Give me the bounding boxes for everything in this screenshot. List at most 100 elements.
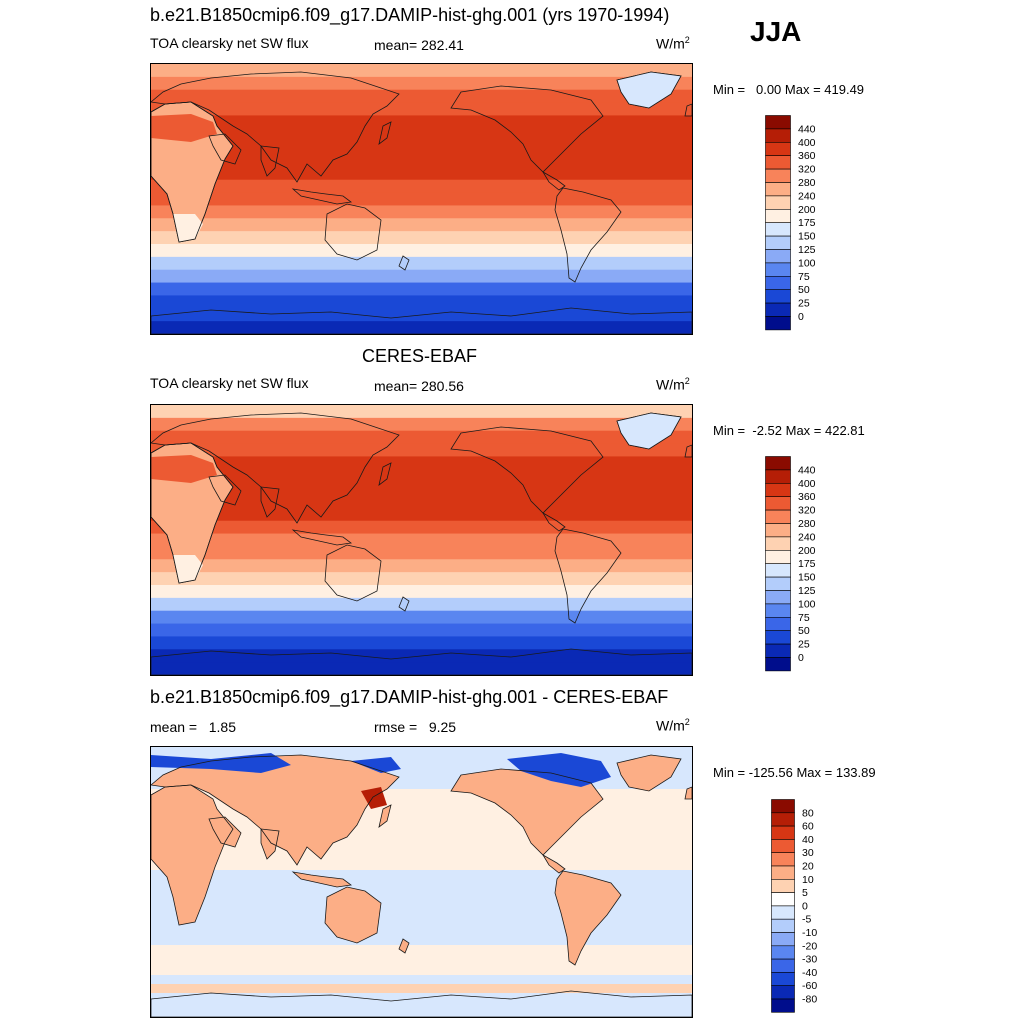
coastline xyxy=(151,101,234,243)
colorbar-swatch xyxy=(765,209,791,224)
colorbar-swatch xyxy=(765,617,791,632)
panel-1-variable-label: TOA clearsky net SW flux xyxy=(150,35,309,51)
colorbar-swatch xyxy=(765,249,791,264)
coastline xyxy=(324,203,382,261)
coastline xyxy=(151,442,234,584)
colorbar-tick-label: 400 xyxy=(798,478,816,490)
colorbar-tick-label: 125 xyxy=(798,244,816,256)
zonal-band xyxy=(151,282,692,297)
coastline xyxy=(378,462,392,486)
zonal-band xyxy=(151,623,692,638)
coastline xyxy=(260,145,280,177)
zonal-band xyxy=(151,482,692,496)
zonal-band xyxy=(151,520,692,535)
land-difference xyxy=(617,755,681,791)
colorbar-swatch xyxy=(765,316,791,331)
colorbar-swatch xyxy=(765,550,791,565)
coastline xyxy=(616,754,682,792)
panel-3-units: W/m2 xyxy=(656,717,690,734)
colorbar-tick-label: 0 xyxy=(798,311,804,323)
panel-1-colorbar: 440 400 360 320 280 240 200 175 150 125 100 75 50 25 0 xyxy=(765,115,835,336)
colorbar-swatch xyxy=(765,590,791,605)
coastline xyxy=(378,804,392,828)
panel-1-map xyxy=(150,63,693,335)
colorbar-swatch xyxy=(771,852,795,867)
colorbar-swatch xyxy=(771,825,795,840)
panel-3-rmse-label: rmse = 9.25 xyxy=(374,719,457,735)
zonal-band xyxy=(151,405,692,419)
colorbar-swatch xyxy=(765,469,791,484)
zonal-band xyxy=(151,141,692,155)
panel-3-map xyxy=(150,746,693,1018)
coastline xyxy=(450,426,604,514)
zonal-band xyxy=(151,154,692,168)
colorbar-swatch xyxy=(771,958,795,973)
coastline xyxy=(208,816,242,848)
colorbar-swatch xyxy=(771,905,795,920)
colorbar-swatch xyxy=(771,998,795,1013)
colorbar-swatch xyxy=(765,576,791,591)
coastline xyxy=(554,187,622,283)
colorbar-tick-label: 30 xyxy=(802,847,814,859)
colorbar-swatch xyxy=(765,482,791,497)
colorbar-tick-label: 200 xyxy=(798,545,816,557)
coastline xyxy=(554,528,622,624)
land-difference xyxy=(293,872,351,887)
coastline xyxy=(151,648,692,675)
colorbar-tick-label: 360 xyxy=(798,150,816,162)
colorbar-swatch xyxy=(771,892,795,907)
colorbar-tick-label: 100 xyxy=(798,598,816,610)
colorbar-tick-label: -10 xyxy=(802,927,817,939)
panel-2-mean-label: mean= 280.56 xyxy=(374,378,464,394)
colorbar-swatch xyxy=(765,141,791,156)
colorbar-swatch xyxy=(771,932,795,947)
arctic-negative-patch xyxy=(351,757,401,773)
zonal-band xyxy=(151,128,692,142)
zonal-band xyxy=(151,179,692,194)
zonal-band xyxy=(151,269,692,284)
zonal-band xyxy=(151,456,692,470)
colorbar-swatch xyxy=(765,456,791,471)
coastline xyxy=(291,871,353,888)
colorbar-swatch xyxy=(765,182,791,197)
zonal-band xyxy=(151,192,692,207)
zonal-band xyxy=(151,256,692,271)
zonal-band xyxy=(151,244,692,258)
panel-2-variable-label: TOA clearsky net SW flux xyxy=(150,375,309,391)
zonal-band xyxy=(151,585,692,599)
coastline xyxy=(151,754,400,866)
coastline xyxy=(554,870,622,966)
zonal-band xyxy=(151,205,692,219)
colorbar-swatch xyxy=(765,262,791,277)
colorbar-swatch xyxy=(765,523,791,538)
zonal-band xyxy=(151,231,692,245)
land-difference xyxy=(451,769,603,855)
land-difference xyxy=(555,871,621,965)
panel-3-mean-label: mean = 1.85 xyxy=(150,719,237,735)
coastline xyxy=(398,596,410,612)
panel-2-minmax: Min = -2.52 Max = 422.81 xyxy=(713,423,865,438)
colorbar-tick-label: 50 xyxy=(798,284,810,296)
colorbar-swatch xyxy=(765,155,791,170)
coastline xyxy=(450,768,604,856)
colorbar-tick-label: -60 xyxy=(802,980,817,992)
colorbar-tick-label: 75 xyxy=(798,612,810,624)
coastline xyxy=(260,828,280,860)
coastline xyxy=(378,121,392,145)
zonal-band xyxy=(151,89,692,104)
land-difference xyxy=(685,787,692,799)
zonal-band xyxy=(151,115,692,129)
zonal-band xyxy=(151,321,692,334)
coastline xyxy=(684,444,692,458)
colorbar-swatch xyxy=(765,657,791,672)
colorbar-tick-label: 80 xyxy=(802,807,814,819)
colorbar-tick-label: -80 xyxy=(802,994,817,1006)
colorbar-swatch xyxy=(765,496,791,511)
colorbar-tick-label: 175 xyxy=(798,558,816,570)
panel-1-title: b.e21.B1850cmip6.f09_g17.DAMIP-hist-ghg.… xyxy=(150,5,670,25)
colorbar-swatch xyxy=(765,563,791,578)
coastline xyxy=(541,511,566,532)
colorbar-swatch xyxy=(771,799,795,814)
